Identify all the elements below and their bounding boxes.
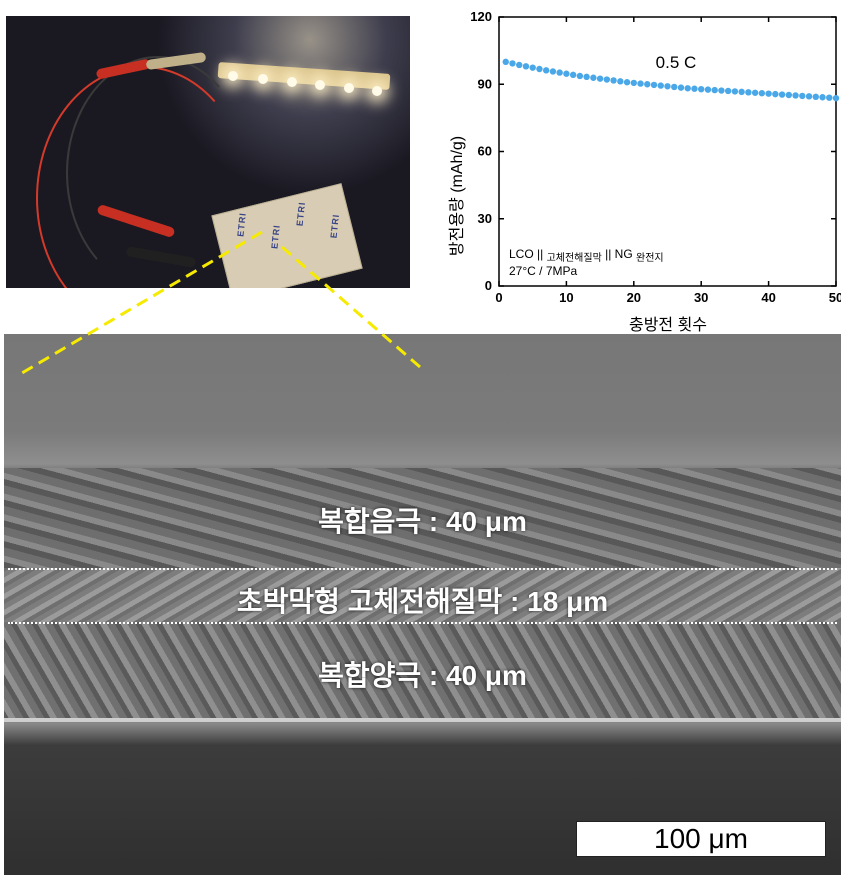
data-point <box>677 84 685 91</box>
data-point <box>502 58 509 66</box>
data-point <box>758 90 766 97</box>
data-point <box>738 88 745 96</box>
led-light <box>344 83 354 93</box>
data-point <box>603 76 611 83</box>
data-point <box>556 69 563 76</box>
data-point <box>698 85 705 93</box>
data-point <box>745 89 752 96</box>
electrolyte-layer <box>4 568 841 622</box>
led-light <box>372 86 382 96</box>
data-point <box>516 61 523 69</box>
black-wire <box>66 56 250 288</box>
electrolyte-label: 초박막형 고체전해질막 : 18 μm <box>236 586 609 617</box>
anode-layer <box>4 468 841 568</box>
data-point <box>650 81 658 89</box>
cathode-bottom-edge <box>4 718 841 722</box>
cell-brand-text: ETRI <box>328 213 342 239</box>
cathode-label: 복합양극 : 40 μm <box>318 660 527 691</box>
y-tick-label: 90 <box>478 76 492 91</box>
data-point <box>785 91 793 99</box>
chart-svg: 0 10 20 30 40 50 0 30 60 90 120 0.5 C LCO || 고체전해질… <box>448 9 841 334</box>
data-point <box>630 79 637 87</box>
data-point <box>731 88 739 95</box>
y-tick-label: 120 <box>470 9 492 24</box>
data-point <box>832 94 840 102</box>
data-point <box>583 73 590 81</box>
layer-separator-lower <box>8 622 837 624</box>
cell-brand-text: ETRI <box>235 211 248 238</box>
data-point <box>691 85 698 92</box>
x-tick-label: 20 <box>627 290 641 305</box>
led-light <box>287 77 297 87</box>
led-light <box>258 74 268 84</box>
x-tick-label: 40 <box>761 290 775 305</box>
y-tick-label: 0 <box>485 278 492 293</box>
note-part-fullcell: 완전지 <box>636 252 664 264</box>
data-point <box>542 67 550 74</box>
data-point <box>509 60 516 67</box>
data-point <box>704 86 712 93</box>
data-point <box>792 92 799 99</box>
cell-brand-text: ETRI <box>294 201 308 227</box>
condition-note: 27°C / 7MPa <box>509 264 577 278</box>
data-point <box>826 94 833 101</box>
x-tick-label: 0 <box>495 290 502 305</box>
data-point <box>522 63 530 70</box>
led-light <box>315 80 325 90</box>
anode-label: 복합음극 : 40 μm <box>318 506 527 537</box>
data-point <box>778 91 786 98</box>
data-point <box>617 78 624 85</box>
x-tick-label: 50 <box>829 290 841 305</box>
y-tick-label: 30 <box>478 211 492 226</box>
data-point <box>772 90 779 98</box>
data-point <box>724 87 732 95</box>
data-point <box>644 81 651 88</box>
data-point <box>812 93 819 101</box>
data-point <box>576 72 584 80</box>
chart-points <box>502 58 840 102</box>
cell-config-note: LCO || 고체전해질막 || NG 완전지 <box>509 247 664 264</box>
data-point <box>799 92 806 100</box>
data-point <box>819 94 826 101</box>
data-point <box>549 68 557 75</box>
data-point <box>590 74 597 81</box>
x-tick-label: 10 <box>559 290 573 305</box>
cell-brand-text: ETRI <box>269 223 282 250</box>
data-point <box>718 87 725 94</box>
data-point <box>596 75 604 82</box>
x-tick-label: 30 <box>694 290 708 305</box>
y-axis-label: 방전용량 (mAh/g) <box>448 136 466 256</box>
data-point <box>664 83 671 90</box>
scale-bar: 100 μm <box>576 821 826 857</box>
layer-separator-upper <box>8 568 837 570</box>
data-point <box>637 80 644 87</box>
led-light <box>228 71 238 81</box>
note-part-electrolyte: 고체전해질막 <box>547 251 602 264</box>
x-axis-label: 충방전 횟수 <box>629 316 707 334</box>
capacity-chart: 0 10 20 30 40 50 0 30 60 90 120 0.5 C LCO || 고체전해질… <box>420 0 841 340</box>
data-point <box>623 79 631 86</box>
data-point <box>610 77 617 84</box>
chart-ticks: 0 10 20 30 40 50 0 30 60 90 120 <box>470 9 841 305</box>
data-point <box>536 65 543 73</box>
data-point <box>529 64 536 71</box>
data-point <box>684 85 691 92</box>
y-tick-label: 60 <box>478 144 492 159</box>
data-point <box>805 93 813 100</box>
battery-photo: ETRI ETRI ETRI ETRI <box>6 16 410 288</box>
note-part-ng: || NG <box>602 247 636 261</box>
data-point <box>765 90 772 97</box>
data-point <box>671 83 678 91</box>
data-point <box>569 71 577 79</box>
data-point <box>751 89 759 96</box>
rate-annotation: 0.5 C <box>656 53 697 72</box>
note-part-lco: LCO || <box>509 247 547 261</box>
data-point <box>711 86 718 94</box>
sem-cross-section: 복합음극 : 40 μm 초박막형 고체전해질막 : 18 μm 복합양극 : … <box>4 334 841 875</box>
cathode-layer <box>4 622 841 720</box>
data-point <box>563 70 570 77</box>
data-point <box>657 82 664 89</box>
